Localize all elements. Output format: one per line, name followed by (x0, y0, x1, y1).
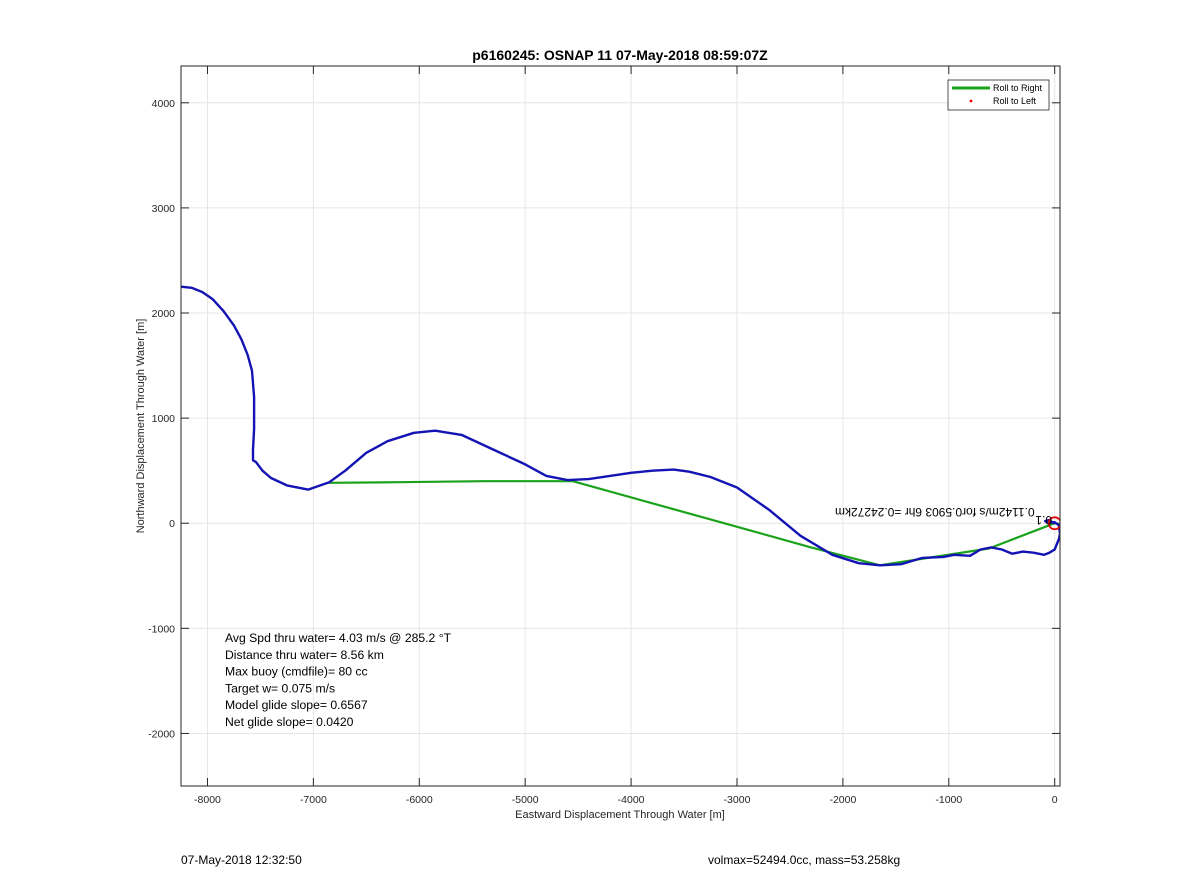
end-marker-circle (1047, 516, 1060, 531)
x-tick-label: -4000 (618, 794, 645, 806)
legend: Roll to Right Roll to Left (947, 79, 1050, 111)
footer-timestamp: 07-May-2018 12:32:50 (181, 853, 302, 867)
x-tick-label: -2000 (829, 794, 856, 806)
x-tick-label: -6000 (406, 794, 433, 806)
stats-line: Model glide slope= 0.6567 (225, 698, 368, 712)
chart-title: p6160245: OSNAP 11 07-May-2018 08:59:07Z (472, 47, 768, 63)
plot-area (181, 66, 1060, 786)
y-tick-label: -1000 (148, 623, 175, 635)
stats-line: Net glide slope= 0.0420 (225, 715, 354, 729)
plot-frame (180, 65, 1061, 787)
grid-lines (181, 66, 1060, 786)
legend-label-roll-left: Roll to Left (993, 96, 1037, 106)
legend-box (947, 79, 1050, 111)
segment-speed-annotation-overlap: 0.1 (1035, 513, 1052, 527)
y-axis-label: Northward Displacement Through Water [m] (135, 319, 147, 534)
x-tick-label: -7000 (300, 794, 327, 806)
stats-line: Avg Spd thru water= 4.03 m/s @ 285.2 °T (225, 631, 452, 645)
x-tick-label: -8000 (194, 794, 221, 806)
stats-line: Distance thru water= 8.56 km (225, 648, 384, 662)
stats-line: Max buoy (cmdfile)= 80 cc (225, 665, 368, 679)
series-line-track (181, 285, 1060, 567)
legend-label-roll-right: Roll to Right (993, 83, 1043, 93)
series-group (181, 285, 1060, 567)
x-axis-label: Eastward Displacement Through Water [m] (515, 809, 725, 821)
x-tick-label: -1000 (935, 794, 962, 806)
legend-dot-roll-left (969, 99, 973, 103)
y-tick-label: 0 (169, 518, 175, 530)
x-tick-label: -5000 (512, 794, 539, 806)
segment-speed-annotation: 0.1142m/s for0.5903 6hr =0.24272km (835, 505, 1035, 519)
stats-line: Target w= 0.075 m/s (225, 681, 335, 695)
y-axis-ticks: -2000 -1000 0 1000 2000 3000 4000 (148, 98, 1060, 740)
y-tick-label: 1000 (152, 413, 176, 425)
footer-glider-info: volmax=52494.0cc, mass=53.258kg (708, 853, 901, 867)
x-tick-label: -3000 (724, 794, 751, 806)
x-axis-ticks: -8000 -7000 -6000 -5000 -4000 -3000 -2000 -1000… (194, 66, 1058, 806)
x-tick-label: 0 (1052, 794, 1058, 806)
y-tick-label: 3000 (152, 203, 176, 215)
rotated-annotation: 0.1142m/s for0.5903 6hr =0.24272km 0.1 (835, 505, 1052, 527)
y-tick-label: 4000 (152, 98, 176, 110)
y-tick-label: 2000 (152, 308, 176, 320)
stats-annotations: Avg Spd thru water= 4.03 m/s @ 285.2 °T D… (225, 631, 452, 729)
y-tick-label: -2000 (148, 728, 175, 740)
series-line-roll-right (328, 480, 1056, 567)
